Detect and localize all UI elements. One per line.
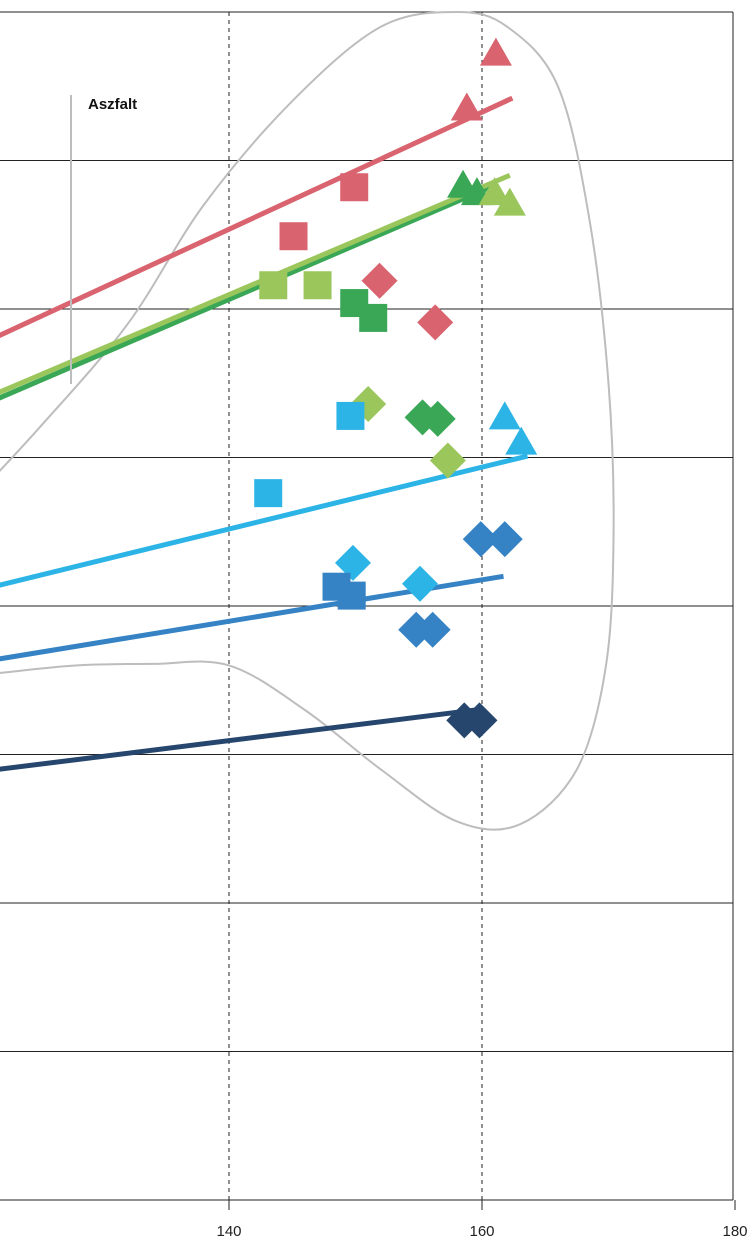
diamond-marker [461,702,498,739]
regression-line [0,707,476,772]
square-marker [359,303,388,332]
grid-lines [0,11,734,1201]
annotation-group: Aszfalt [70,95,137,384]
regression-line [0,453,529,588]
regression-line [0,95,514,338]
regression-lines [0,95,529,772]
x-tick-label: 140 [216,1223,241,1240]
diamond-marker [462,521,499,558]
x-axis: 140 160 180 [216,1200,748,1240]
diamond-marker [402,565,439,602]
regression-line [0,181,499,401]
square-marker [340,173,369,202]
envelope-curve [0,10,615,831]
triangle-marker [505,426,538,455]
triangle-marker [450,92,483,121]
triangle-marker [488,401,521,430]
diamond-marker [334,544,371,581]
regression-line [0,173,511,395]
diamond-marker [486,521,523,558]
x-tick-label: 160 [469,1223,494,1240]
square-marker [279,222,308,251]
data-markers [254,37,538,739]
envelope-layer [0,10,615,831]
square-marker [303,271,332,300]
diamond-marker [419,400,456,437]
triangle-marker [493,187,526,216]
square-marker [336,401,365,430]
diamond-marker [414,611,451,648]
x-tick-label: 180 [722,1223,747,1240]
triangle-marker [479,37,512,66]
diamond-marker [429,442,466,479]
square-marker [254,479,283,508]
square-marker [337,581,366,610]
annotation-label: Aszfalt [88,96,137,113]
triangle-marker [478,177,511,206]
diamond-marker [361,262,398,299]
square-marker [259,271,288,300]
diamond-marker [417,304,454,341]
